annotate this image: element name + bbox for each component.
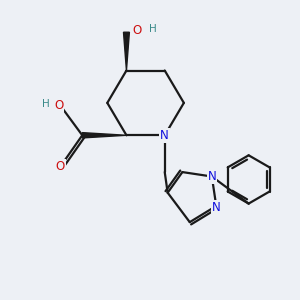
Polygon shape [82, 133, 126, 138]
Text: N: N [212, 201, 220, 214]
Text: O: O [132, 24, 141, 37]
Polygon shape [124, 32, 129, 70]
Text: H: H [41, 99, 49, 109]
Text: O: O [56, 160, 65, 173]
Text: N: N [208, 170, 216, 183]
Text: O: O [54, 99, 63, 112]
Text: H: H [149, 24, 157, 34]
Text: N: N [160, 129, 169, 142]
